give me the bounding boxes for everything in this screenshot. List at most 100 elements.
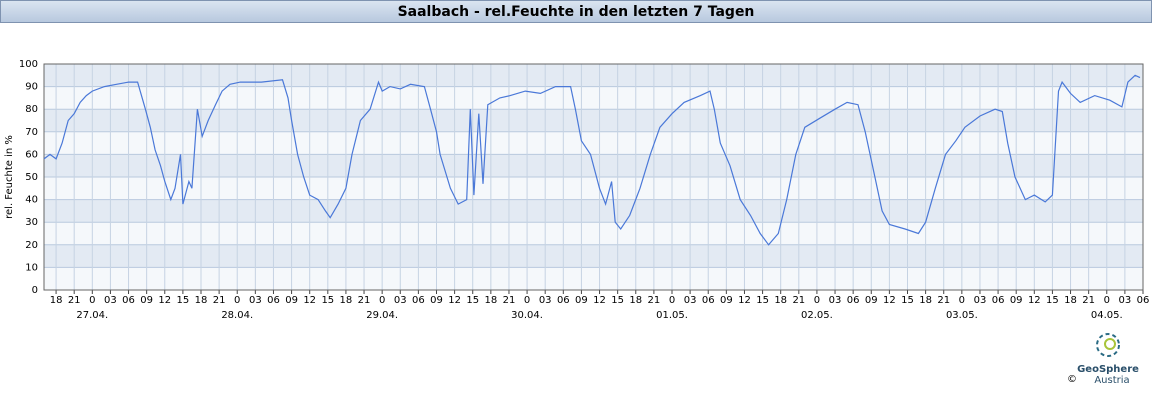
- chart-title: Saalbach - rel.Feuchte in den letzten 7 …: [398, 4, 755, 20]
- grid-band: [44, 86, 1143, 110]
- x-tick-label: 06: [702, 295, 715, 306]
- grid-band: [44, 244, 1143, 268]
- x-tick-label: 18: [340, 295, 353, 306]
- x-tick-label: 12: [303, 295, 316, 306]
- y-tick-label: 30: [25, 217, 38, 228]
- x-tick-label: 15: [901, 295, 914, 306]
- grid-band: [44, 177, 1143, 200]
- x-tick-label: 0: [234, 295, 240, 306]
- x-tick-label: 21: [648, 295, 661, 306]
- x-tick-label: 15: [1046, 295, 1059, 306]
- x-tick-label: 0: [89, 295, 95, 306]
- y-tick-label: 90: [25, 82, 38, 93]
- x-tick-label: 06: [1137, 295, 1150, 306]
- x-tick-label: 15: [466, 295, 479, 306]
- x-tick-label: 18: [195, 295, 208, 306]
- grid-band: [44, 267, 1143, 290]
- x-tick-label: 0: [959, 295, 965, 306]
- logo: [1096, 333, 1120, 357]
- y-tick-label: 60: [25, 149, 38, 160]
- x-tick-label: 21: [68, 295, 81, 306]
- x-tick-label: 09: [1010, 295, 1023, 306]
- y-tick-label: 40: [25, 195, 38, 206]
- x-tick-label: 18: [50, 295, 63, 306]
- y-axis-label: rel. Feuchte in %: [4, 135, 15, 219]
- x-tick-label: 21: [213, 295, 226, 306]
- date-label: 30.04.: [511, 310, 543, 321]
- x-tick-label: 09: [285, 295, 298, 306]
- x-tick-label: 0: [379, 295, 385, 306]
- x-tick-label: 21: [792, 295, 805, 306]
- x-tick-label: 21: [937, 295, 950, 306]
- copyright: ©: [1067, 374, 1077, 385]
- x-tick-label: 09: [430, 295, 443, 306]
- x-tick-label: 18: [1064, 295, 1077, 306]
- x-tick-label: 15: [611, 295, 624, 306]
- y-tick-label: 10: [25, 262, 38, 273]
- date-label: 27.04.: [76, 310, 108, 321]
- x-tick-label: 09: [140, 295, 153, 306]
- y-tick-label: 20: [25, 240, 38, 251]
- logo-icon-inner: [1104, 338, 1116, 350]
- x-tick-label: 0: [1104, 295, 1110, 306]
- y-tick-label: 100: [19, 59, 38, 70]
- x-tick-label: 06: [122, 295, 135, 306]
- x-tick-label: 0: [669, 295, 675, 306]
- x-tick-label: 06: [412, 295, 425, 306]
- x-tick-label: 18: [484, 295, 497, 306]
- data-line: [43, 74, 1141, 246]
- x-tick-label: 15: [756, 295, 769, 306]
- plot-frame: [43, 63, 1144, 291]
- x-tick-label: 12: [158, 295, 171, 306]
- date-label: 03.05.: [946, 310, 978, 321]
- x-tick-label: 06: [557, 295, 570, 306]
- x-tick-label: 03: [104, 295, 117, 306]
- date-label: 04.05.: [1091, 310, 1123, 321]
- date-label: 01.05.: [656, 310, 688, 321]
- x-tick-label: 03: [1119, 295, 1132, 306]
- grid-band: [44, 131, 1143, 155]
- y-tick-label: 50: [25, 172, 38, 183]
- grid-band: [44, 109, 1143, 132]
- x-tick-label: 21: [1082, 295, 1095, 306]
- x-tick-label: 06: [267, 295, 280, 306]
- y-tick-label: 80: [25, 104, 38, 115]
- x-tick-label: 09: [865, 295, 878, 306]
- logo-text: Austria: [1094, 375, 1129, 386]
- x-tick-label: 12: [883, 295, 896, 306]
- date-label: 28.04.: [221, 310, 253, 321]
- grid-band: [44, 222, 1143, 245]
- x-tick-label: 03: [394, 295, 407, 306]
- x-tick-label: 21: [358, 295, 371, 306]
- x-tick-label: 03: [684, 295, 697, 306]
- logo-text: GeoSphere: [1077, 364, 1139, 375]
- x-tick-label: 12: [738, 295, 751, 306]
- x-tick-label: 09: [720, 295, 733, 306]
- x-tick-label: 06: [847, 295, 860, 306]
- x-tick-label: 21: [503, 295, 516, 306]
- x-tick-label: 18: [774, 295, 787, 306]
- y-tick-label: 70: [25, 127, 38, 138]
- x-tick-label: 0: [524, 295, 530, 306]
- grid-band: [44, 199, 1143, 223]
- x-tick-label: 03: [249, 295, 262, 306]
- x-tick-label: 18: [919, 295, 932, 306]
- x-tick-label: 12: [448, 295, 461, 306]
- x-tick-label: 03: [829, 295, 842, 306]
- date-label: 02.05.: [801, 310, 833, 321]
- x-tick-label: 18: [629, 295, 642, 306]
- x-tick-label: 09: [575, 295, 588, 306]
- date-label: 29.04.: [366, 310, 398, 321]
- x-tick-label: 12: [1028, 295, 1041, 306]
- grid-band: [44, 64, 1143, 87]
- x-tick-label: 0: [814, 295, 820, 306]
- x-tick-label: 03: [539, 295, 552, 306]
- x-tick-label: 15: [321, 295, 334, 306]
- y-tick-label: 0: [32, 285, 38, 296]
- x-tick-label: 06: [992, 295, 1005, 306]
- x-tick-label: 03: [974, 295, 987, 306]
- x-tick-label: 15: [177, 295, 190, 306]
- x-tick-label: 12: [593, 295, 606, 306]
- logo-icon: [1096, 333, 1120, 357]
